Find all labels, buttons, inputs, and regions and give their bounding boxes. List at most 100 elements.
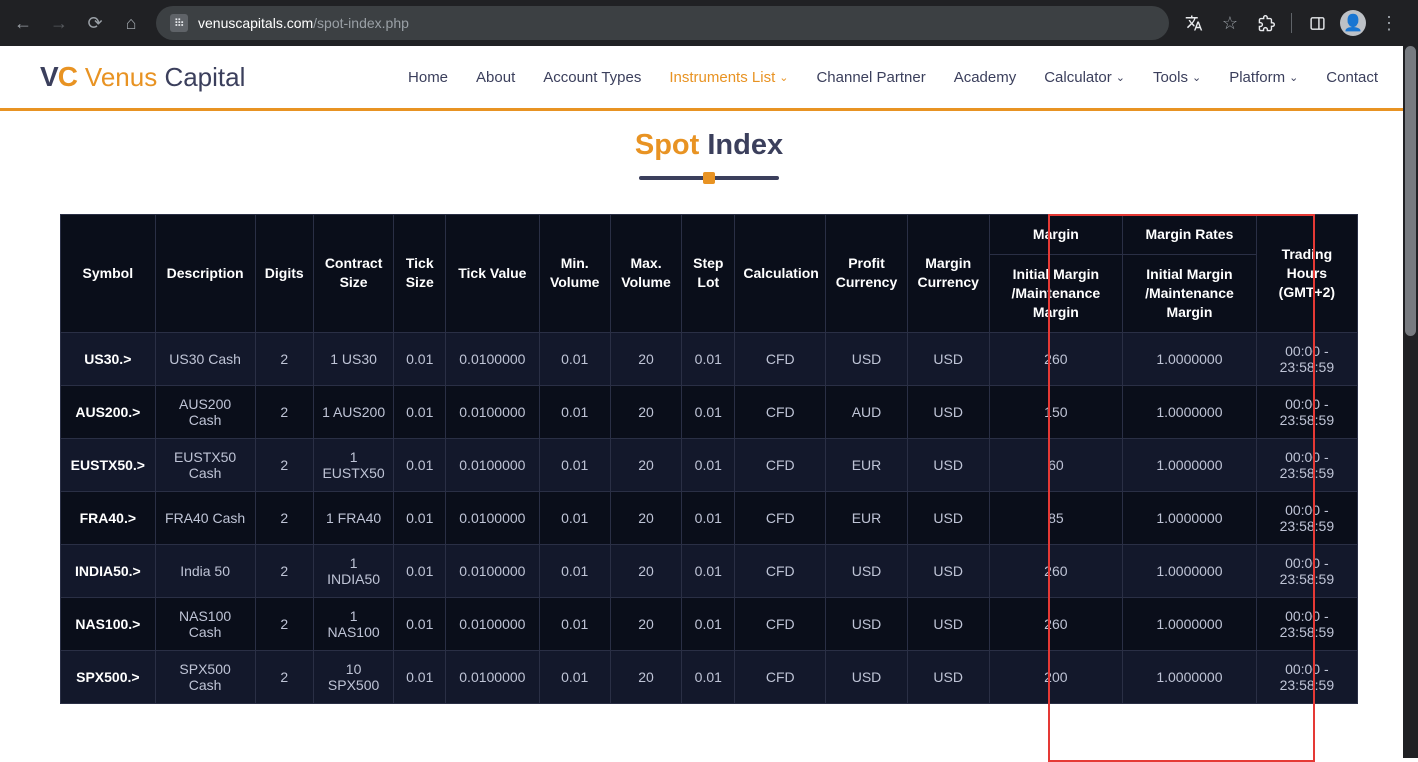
table-cell: 2: [255, 544, 313, 597]
table-cell: EUR: [826, 491, 908, 544]
bookmark-icon[interactable]: ☆: [1213, 6, 1247, 40]
site-info-icon[interactable]: [170, 14, 188, 32]
chevron-down-icon: ⌄: [779, 71, 788, 84]
reload-button[interactable]: ⟳: [78, 6, 112, 40]
nav-label: Channel Partner: [816, 69, 925, 86]
table-cell: 0.01: [539, 597, 610, 650]
table-cell: 0.0100000: [446, 385, 539, 438]
col-header: Margin Currency: [907, 215, 989, 333]
nav-item-about[interactable]: About: [476, 69, 515, 86]
table-cell: CFD: [735, 332, 826, 385]
table-cell: 20: [610, 544, 681, 597]
side-panel-icon[interactable]: [1300, 6, 1334, 40]
table-cell: USD: [907, 385, 989, 438]
table-cell: 0.0100000: [446, 332, 539, 385]
url-path: /spot-index.php: [313, 15, 409, 31]
menu-button[interactable]: ⋮: [1372, 6, 1406, 40]
table-cell: 0.01: [539, 438, 610, 491]
table-cell: 0.0100000: [446, 597, 539, 650]
toolbar-right: ☆ 👤 ⋮: [1177, 6, 1412, 40]
table-cell: SPX500 Cash: [155, 650, 255, 703]
table-cell: 85: [989, 491, 1123, 544]
table-cell: 0.01: [682, 544, 735, 597]
nav-label: Contact: [1326, 69, 1378, 86]
table-row: FRA40.>FRA40 Cash21 FRA400.010.01000000.…: [61, 491, 1358, 544]
back-button[interactable]: ←: [6, 6, 40, 40]
table-container: SymbolDescriptionDigitsContract SizeTick…: [60, 214, 1358, 704]
table-cell: SPX500.>: [61, 650, 156, 703]
translate-icon[interactable]: [1177, 6, 1211, 40]
table-cell: 1 NAS100: [313, 597, 393, 650]
col-header: Contract Size: [313, 215, 393, 333]
home-button[interactable]: ⌂: [114, 6, 148, 40]
table-cell: NAS100.>: [61, 597, 156, 650]
table-row: INDIA50.>India 5021 INDIA500.010.0100000…: [61, 544, 1358, 597]
browser-chrome: ← → ⟳ ⌂ venuscapitals.com/spot-index.php…: [0, 0, 1418, 46]
table-cell: AUS200.>: [61, 385, 156, 438]
col-header: Digits: [255, 215, 313, 333]
table-cell: 0.01: [394, 544, 446, 597]
nav-item-contact[interactable]: Contact: [1326, 69, 1378, 86]
table-cell: 1 US30: [313, 332, 393, 385]
address-bar[interactable]: venuscapitals.com/spot-index.php: [156, 6, 1169, 40]
table-cell: 20: [610, 491, 681, 544]
site-nav: VC Venus Capital Home About Account Types I…: [0, 46, 1418, 111]
table-cell: 1.0000000: [1123, 385, 1257, 438]
table-cell: 0.01: [539, 650, 610, 703]
table-cell: 260: [989, 597, 1123, 650]
col-sub-header: Initial Margin /Maintenance Margin: [1123, 254, 1257, 332]
nav-menu: Home About Account Types Instruments List ⌄ C…: [408, 69, 1378, 86]
table-cell: CFD: [735, 491, 826, 544]
chevron-down-icon: ⌄: [1289, 71, 1298, 84]
nav-item-calculator[interactable]: Calculator⌄: [1044, 69, 1125, 86]
nav-label: Instruments List: [669, 69, 775, 86]
nav-item-channel-partner[interactable]: Channel Partner: [816, 69, 925, 86]
extensions-icon[interactable]: [1249, 6, 1283, 40]
table-cell: USD: [907, 650, 989, 703]
table-cell: CFD: [735, 650, 826, 703]
table-cell: EUR: [826, 438, 908, 491]
table-cell: 20: [610, 597, 681, 650]
logo[interactable]: VC Venus Capital: [40, 61, 245, 93]
table-cell: 0.0100000: [446, 438, 539, 491]
col-header: Description: [155, 215, 255, 333]
nav-item-account-types[interactable]: Account Types: [543, 69, 641, 86]
spot-index-table: SymbolDescriptionDigitsContract SizeTick…: [60, 214, 1358, 704]
table-cell: 1.0000000: [1123, 332, 1257, 385]
col-sub-header: Initial Margin /Maintenance Margin: [989, 254, 1123, 332]
scrollbar-thumb[interactable]: [1405, 46, 1416, 336]
scrollbar[interactable]: [1403, 46, 1418, 758]
forward-button[interactable]: →: [42, 6, 76, 40]
table-cell: USD: [826, 650, 908, 703]
chevron-down-icon: ⌄: [1192, 71, 1201, 84]
profile-button[interactable]: 👤: [1336, 6, 1370, 40]
table-row: AUS200.>AUS200 Cash21 AUS2000.010.010000…: [61, 385, 1358, 438]
table-cell: 20: [610, 650, 681, 703]
table-cell: 0.01: [539, 491, 610, 544]
table-cell: FRA40 Cash: [155, 491, 255, 544]
nav-item-home[interactable]: Home: [408, 69, 448, 86]
nav-label: Tools: [1153, 69, 1188, 86]
nav-item-tools[interactable]: Tools ⌄: [1153, 69, 1201, 86]
table-cell: 1.0000000: [1123, 650, 1257, 703]
browser-toolbar: ← → ⟳ ⌂ venuscapitals.com/spot-index.php…: [0, 0, 1418, 46]
table-cell: US30 Cash: [155, 332, 255, 385]
col-header: Margin: [989, 215, 1123, 255]
table-cell: FRA40.>: [61, 491, 156, 544]
table-cell: 60: [989, 438, 1123, 491]
nav-item-platform[interactable]: Platform ⌄: [1229, 69, 1298, 86]
nav-item-instruments-list[interactable]: Instruments List ⌄: [669, 69, 788, 86]
nav-label: Home: [408, 69, 448, 86]
nav-label: Platform: [1229, 69, 1285, 86]
table-cell: India 50: [155, 544, 255, 597]
table-cell: 00:00 - 23:58:59: [1256, 491, 1357, 544]
table-cell: 0.01: [682, 332, 735, 385]
table-cell: 1 FRA40: [313, 491, 393, 544]
col-header: Profit Currency: [826, 215, 908, 333]
table-cell: 0.01: [394, 597, 446, 650]
table-cell: 2: [255, 332, 313, 385]
table-cell: 150: [989, 385, 1123, 438]
table-cell: USD: [907, 491, 989, 544]
table-cell: 00:00 - 23:58:59: [1256, 438, 1357, 491]
nav-item-academy[interactable]: Academy: [954, 69, 1017, 86]
